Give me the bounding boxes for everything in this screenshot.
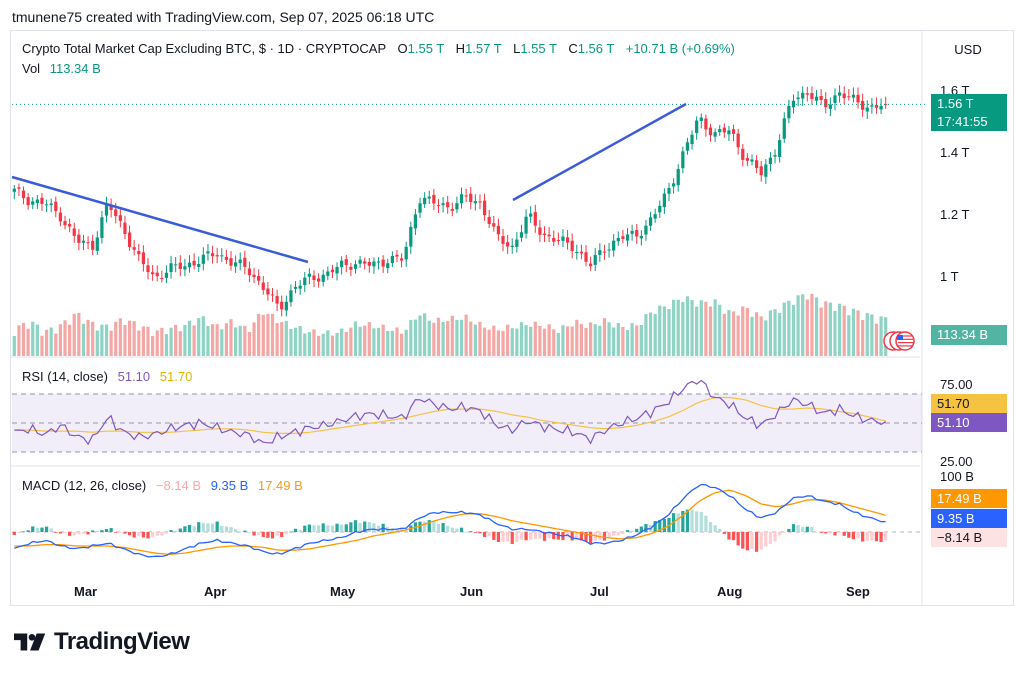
tradingview-logo-icon <box>14 633 46 651</box>
high-label: H <box>455 41 466 56</box>
x-tick-jul: Jul <box>590 584 609 599</box>
price-tick-4: 1 T <box>940 269 959 284</box>
open-value: 1.55 T <box>407 41 445 56</box>
close-value: 1.56 T <box>577 41 615 56</box>
rsi-legend: RSI (14, close) 51.10 51.70 <box>22 369 192 384</box>
macd-legend: MACD (12, 26, close) −8.14 B 9.35 B 17.4… <box>22 478 303 493</box>
rsi-tick-25: 25.00 <box>940 454 973 469</box>
symbol-legend: Crypto Total Market Cap Excluding BTC, $… <box>22 41 735 56</box>
x-tick-mar: Mar <box>74 584 98 599</box>
countdown-badge: 17:41:55 <box>931 112 1007 131</box>
macd-hist-value: −8.14 B <box>155 478 202 493</box>
price-badge: 1.56 T <box>931 94 1007 113</box>
x-tick-apr: Apr <box>204 584 227 599</box>
rsi-label[interactable]: RSI (14, close) <box>22 369 108 384</box>
volume-badge: 113.34 B <box>931 325 1007 345</box>
open-label: O <box>397 41 408 56</box>
price-tick-3: 1.2 T <box>940 207 970 222</box>
chart-frame <box>10 30 1014 606</box>
price-tick-2: 1.4 T <box>940 145 970 160</box>
low-value: 1.55 T <box>520 41 557 56</box>
rsi-badge: 51.10 <box>931 413 1007 432</box>
high-value: 1.57 T <box>465 41 502 56</box>
macd-signal-badge: 17.49 B <box>931 489 1007 508</box>
close-label: C <box>568 41 578 56</box>
tradingview-logo[interactable]: TradingView <box>14 628 190 656</box>
macd-hist-badge: −8.14 B <box>931 528 1007 547</box>
macd-label[interactable]: MACD (12, 26, close) <box>22 478 147 493</box>
x-tick-aug: Aug <box>717 584 743 599</box>
change-value: +10.71 B (+0.69%) <box>625 41 735 56</box>
rsi-value: 51.10 <box>117 369 151 384</box>
caption: tmunene75 created with TradingView.com, … <box>12 9 435 25</box>
symbol-title[interactable]: Crypto Total Market Cap Excluding BTC, $… <box>22 41 386 56</box>
x-tick-may: May <box>330 584 356 599</box>
rsi-tick-75: 75.00 <box>940 377 973 392</box>
volume-legend: Vol 113.34 B <box>22 61 101 76</box>
rsi-ma-badge: 51.70 <box>931 394 1007 413</box>
vol-label[interactable]: Vol <box>22 61 41 76</box>
x-tick-jun: Jun <box>460 584 484 599</box>
macd-signal-value: 17.49 B <box>257 478 303 493</box>
vol-value: 113.34 B <box>49 61 101 76</box>
x-tick-sep: Sep <box>846 584 870 599</box>
macd-tick-100: 100 B <box>940 469 974 484</box>
currency-button[interactable]: USD <box>954 42 982 57</box>
macd-badge: 9.35 B <box>931 509 1007 528</box>
rsi-ma-value: 51.70 <box>159 369 193 384</box>
brand-name: TradingView <box>54 628 190 655</box>
low-label: L <box>513 41 521 56</box>
macd-value: 9.35 B <box>210 478 249 493</box>
